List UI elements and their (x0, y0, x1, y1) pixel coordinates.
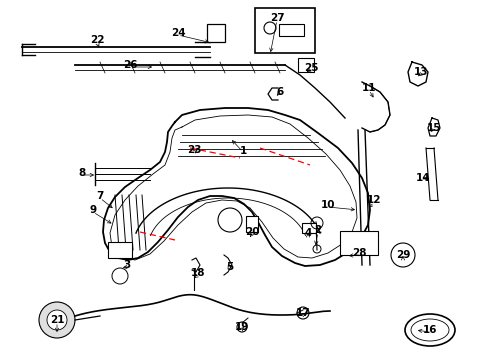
Text: 9: 9 (89, 205, 96, 215)
Text: 8: 8 (78, 168, 85, 178)
Bar (302, 223, 315, 233)
Text: 6: 6 (276, 87, 283, 97)
Text: 23: 23 (186, 145, 201, 155)
Text: 21: 21 (50, 315, 64, 325)
Text: 19: 19 (234, 322, 249, 332)
Bar (206, 24, 224, 42)
Bar (108, 242, 132, 258)
Text: 5: 5 (226, 262, 233, 272)
Bar (279, 24, 304, 36)
Text: 3: 3 (123, 260, 130, 270)
Text: 16: 16 (422, 325, 436, 335)
Text: 11: 11 (361, 83, 375, 93)
Bar (297, 58, 313, 72)
Text: 1: 1 (239, 146, 246, 156)
Text: 18: 18 (190, 268, 205, 278)
Circle shape (47, 310, 67, 330)
Text: 22: 22 (90, 35, 104, 45)
Text: 10: 10 (320, 200, 335, 210)
Text: 26: 26 (122, 60, 137, 70)
Text: 29: 29 (395, 250, 409, 260)
Text: 14: 14 (415, 173, 429, 183)
Text: 2: 2 (314, 225, 321, 235)
Text: 25: 25 (303, 63, 318, 73)
Text: 27: 27 (269, 13, 284, 23)
Text: 28: 28 (351, 248, 366, 258)
Text: 13: 13 (413, 67, 427, 77)
Circle shape (39, 302, 75, 338)
Text: 17: 17 (295, 308, 310, 318)
Bar (245, 216, 258, 232)
Bar (339, 231, 377, 255)
Bar (254, 8, 314, 53)
Text: 20: 20 (244, 227, 259, 237)
Text: 24: 24 (170, 28, 185, 38)
Text: 4: 4 (304, 228, 311, 238)
Text: 7: 7 (96, 191, 103, 201)
Text: 15: 15 (426, 123, 440, 133)
Text: 12: 12 (366, 195, 381, 205)
